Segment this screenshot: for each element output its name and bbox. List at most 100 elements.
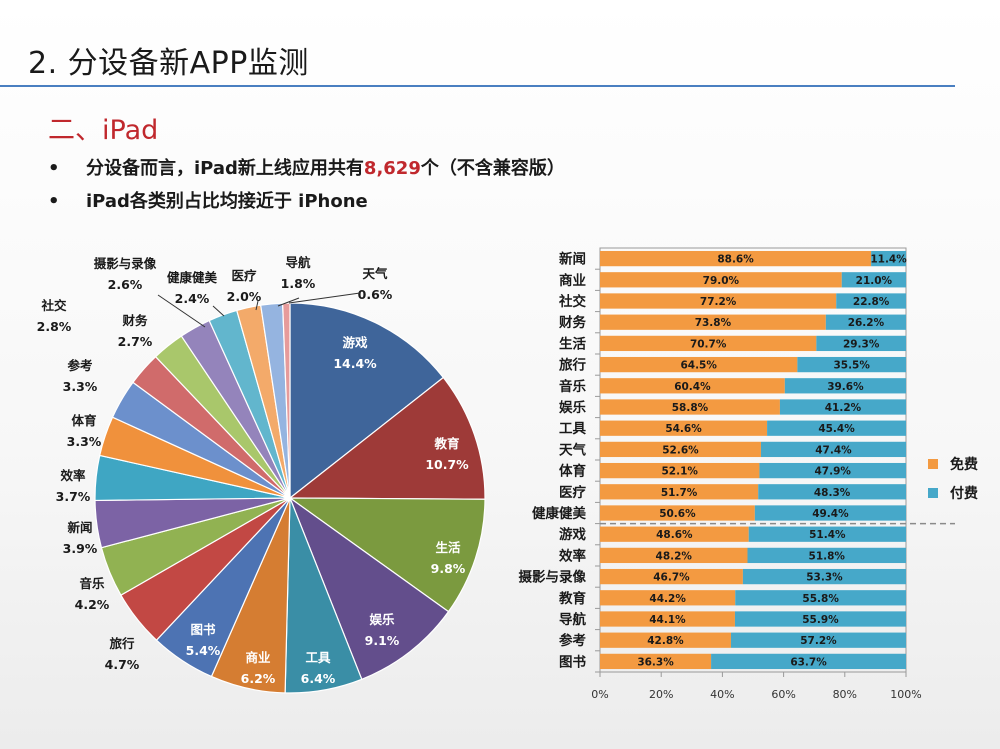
bar-value-label: 73.8%	[695, 317, 732, 329]
pie-value-label: 10.7%	[425, 457, 469, 472]
bar-value-label: 57.2%	[800, 635, 837, 647]
x-tick-label: 60%	[771, 688, 795, 701]
bullet-1-post: 个（不含兼容版）	[420, 158, 565, 179]
bar-free-segment	[600, 505, 755, 521]
bar-value-label: 50.6%	[659, 508, 696, 520]
pie-slice-1	[289, 302, 445, 500]
pie-leader-line	[212, 305, 225, 317]
bullet-dot: •	[48, 158, 60, 179]
bar-value-label: 58.8%	[672, 402, 709, 414]
bullet-1-number: 8,629	[363, 158, 421, 179]
bar-category-label: 健康健美	[532, 505, 586, 522]
bar-value-label: 51.8%	[809, 550, 846, 562]
bar-category-label: 导航	[559, 611, 587, 628]
bar-value-label: 46.7%	[653, 572, 690, 584]
pie-value-label: 3.3%	[63, 379, 98, 394]
pie-category-label: 图书	[190, 622, 216, 637]
bar-value-label: 44.2%	[649, 593, 686, 605]
bar-value-label: 48.2%	[656, 550, 693, 562]
x-tick-label: 20%	[649, 688, 673, 701]
bar-value-label: 53.3%	[806, 572, 843, 584]
bar-free-segment	[600, 590, 736, 606]
bar-paid-segment	[747, 547, 906, 564]
bar-paid-segment	[767, 420, 906, 436]
bar-category-label: 社交	[558, 293, 587, 310]
bar-value-label: 88.6%	[717, 254, 754, 266]
bar-value-label: 29.3%	[843, 338, 880, 350]
bar-paid-segment	[711, 653, 906, 670]
bar-value-label: 48.3%	[814, 487, 851, 499]
bar-free-segment	[600, 356, 798, 373]
bar-free-segment	[600, 293, 837, 309]
pie-category-label: 社交	[40, 298, 67, 313]
bar-category-label: 工具	[559, 421, 587, 437]
bar-paid-segment	[779, 399, 906, 415]
bar-value-label: 55.9%	[802, 614, 839, 626]
bar-paid-segment	[730, 632, 906, 648]
bar-paid-segment	[841, 272, 906, 288]
bar-free-segment	[600, 250, 872, 267]
bar-paid-segment	[836, 293, 906, 309]
bar-paid-segment	[784, 378, 906, 394]
bar-paid-segment	[735, 590, 906, 606]
bar-value-label: 70.7%	[690, 338, 727, 350]
bar-free-segment	[600, 399, 780, 415]
pie-category-label: 医疗	[231, 268, 257, 283]
pie-value-label: 4.2%	[75, 597, 110, 612]
bar-value-label: 26.2%	[848, 317, 885, 329]
bar-category-label: 天气	[559, 441, 587, 458]
bar-category-label: 商业	[559, 272, 586, 289]
bar-value-label: 47.9%	[814, 466, 851, 478]
bar-free-segment	[600, 526, 749, 542]
bar-paid-segment	[816, 335, 906, 352]
pie-value-label: 6.2%	[241, 671, 276, 686]
pie-value-label: 2.6%	[108, 277, 143, 292]
bar-paid-segment	[825, 314, 906, 330]
slide-title: 2. 分设备新APP监测	[28, 46, 309, 81]
bar-value-label: 60.4%	[674, 381, 711, 393]
pie-category-label: 旅行	[108, 636, 135, 651]
bar-value-label: 49.4%	[812, 508, 849, 520]
bar-value-label: 52.6%	[662, 444, 699, 456]
pie-value-label: 0.6%	[358, 287, 393, 302]
bar-free-segment	[600, 547, 748, 564]
bar-free-segment	[600, 314, 826, 330]
pie-category-label: 天气	[362, 266, 388, 281]
bar-value-label: 35.5%	[833, 360, 870, 372]
bar-value-label: 51.7%	[661, 487, 698, 499]
x-tick-label: 0%	[591, 688, 608, 701]
bar-paid-segment	[734, 611, 906, 627]
pie-category-label: 商业	[245, 650, 271, 665]
bar-free-segment	[600, 653, 712, 670]
bar-category-label: 旅行	[559, 357, 587, 374]
bar-category-label: 摄影与录像	[519, 569, 587, 586]
bar-category-label: 新闻	[559, 251, 586, 268]
pie-value-label: 14.4%	[333, 356, 377, 371]
pie-leader-line	[288, 292, 361, 304]
title-divider	[0, 85, 955, 87]
bar-paid-segment	[742, 568, 906, 585]
bar-free-segment	[600, 378, 785, 394]
legend-swatch	[928, 459, 938, 469]
pie-value-label: 9.1%	[365, 633, 400, 648]
bullet-2-text: iPad各类别占比均接近于 iPhone	[86, 191, 368, 212]
pie-chart: 游戏 14.4% 教育 10.7% 生活 9.8% 娱乐 9.1% 工具 6.4% 商业 6.2% 图书…	[37, 255, 486, 694]
pie-value-label: 5.4%	[186, 643, 221, 658]
bar-free-segment	[600, 568, 743, 585]
pie-slice-4	[288, 496, 450, 681]
pie-leader-line	[255, 300, 259, 311]
bar-value-label: 47.4%	[815, 444, 852, 456]
pie-category-label: 效率	[60, 468, 86, 483]
pie-leader-line	[277, 297, 300, 307]
bar-category-label: 游戏	[559, 526, 587, 543]
pie-value-label: 3.7%	[56, 489, 91, 504]
bar-value-label: 41.2%	[825, 402, 862, 414]
x-tick-label: 40%	[710, 688, 734, 701]
pie-category-label: 生活	[435, 540, 461, 555]
pie-value-label: 9.8%	[431, 561, 466, 576]
x-tick-label: 100%	[890, 688, 921, 701]
pie-category-label: 新闻	[67, 520, 92, 535]
bar-plot-area	[599, 247, 907, 673]
pie-value-label: 6.4%	[301, 671, 336, 686]
